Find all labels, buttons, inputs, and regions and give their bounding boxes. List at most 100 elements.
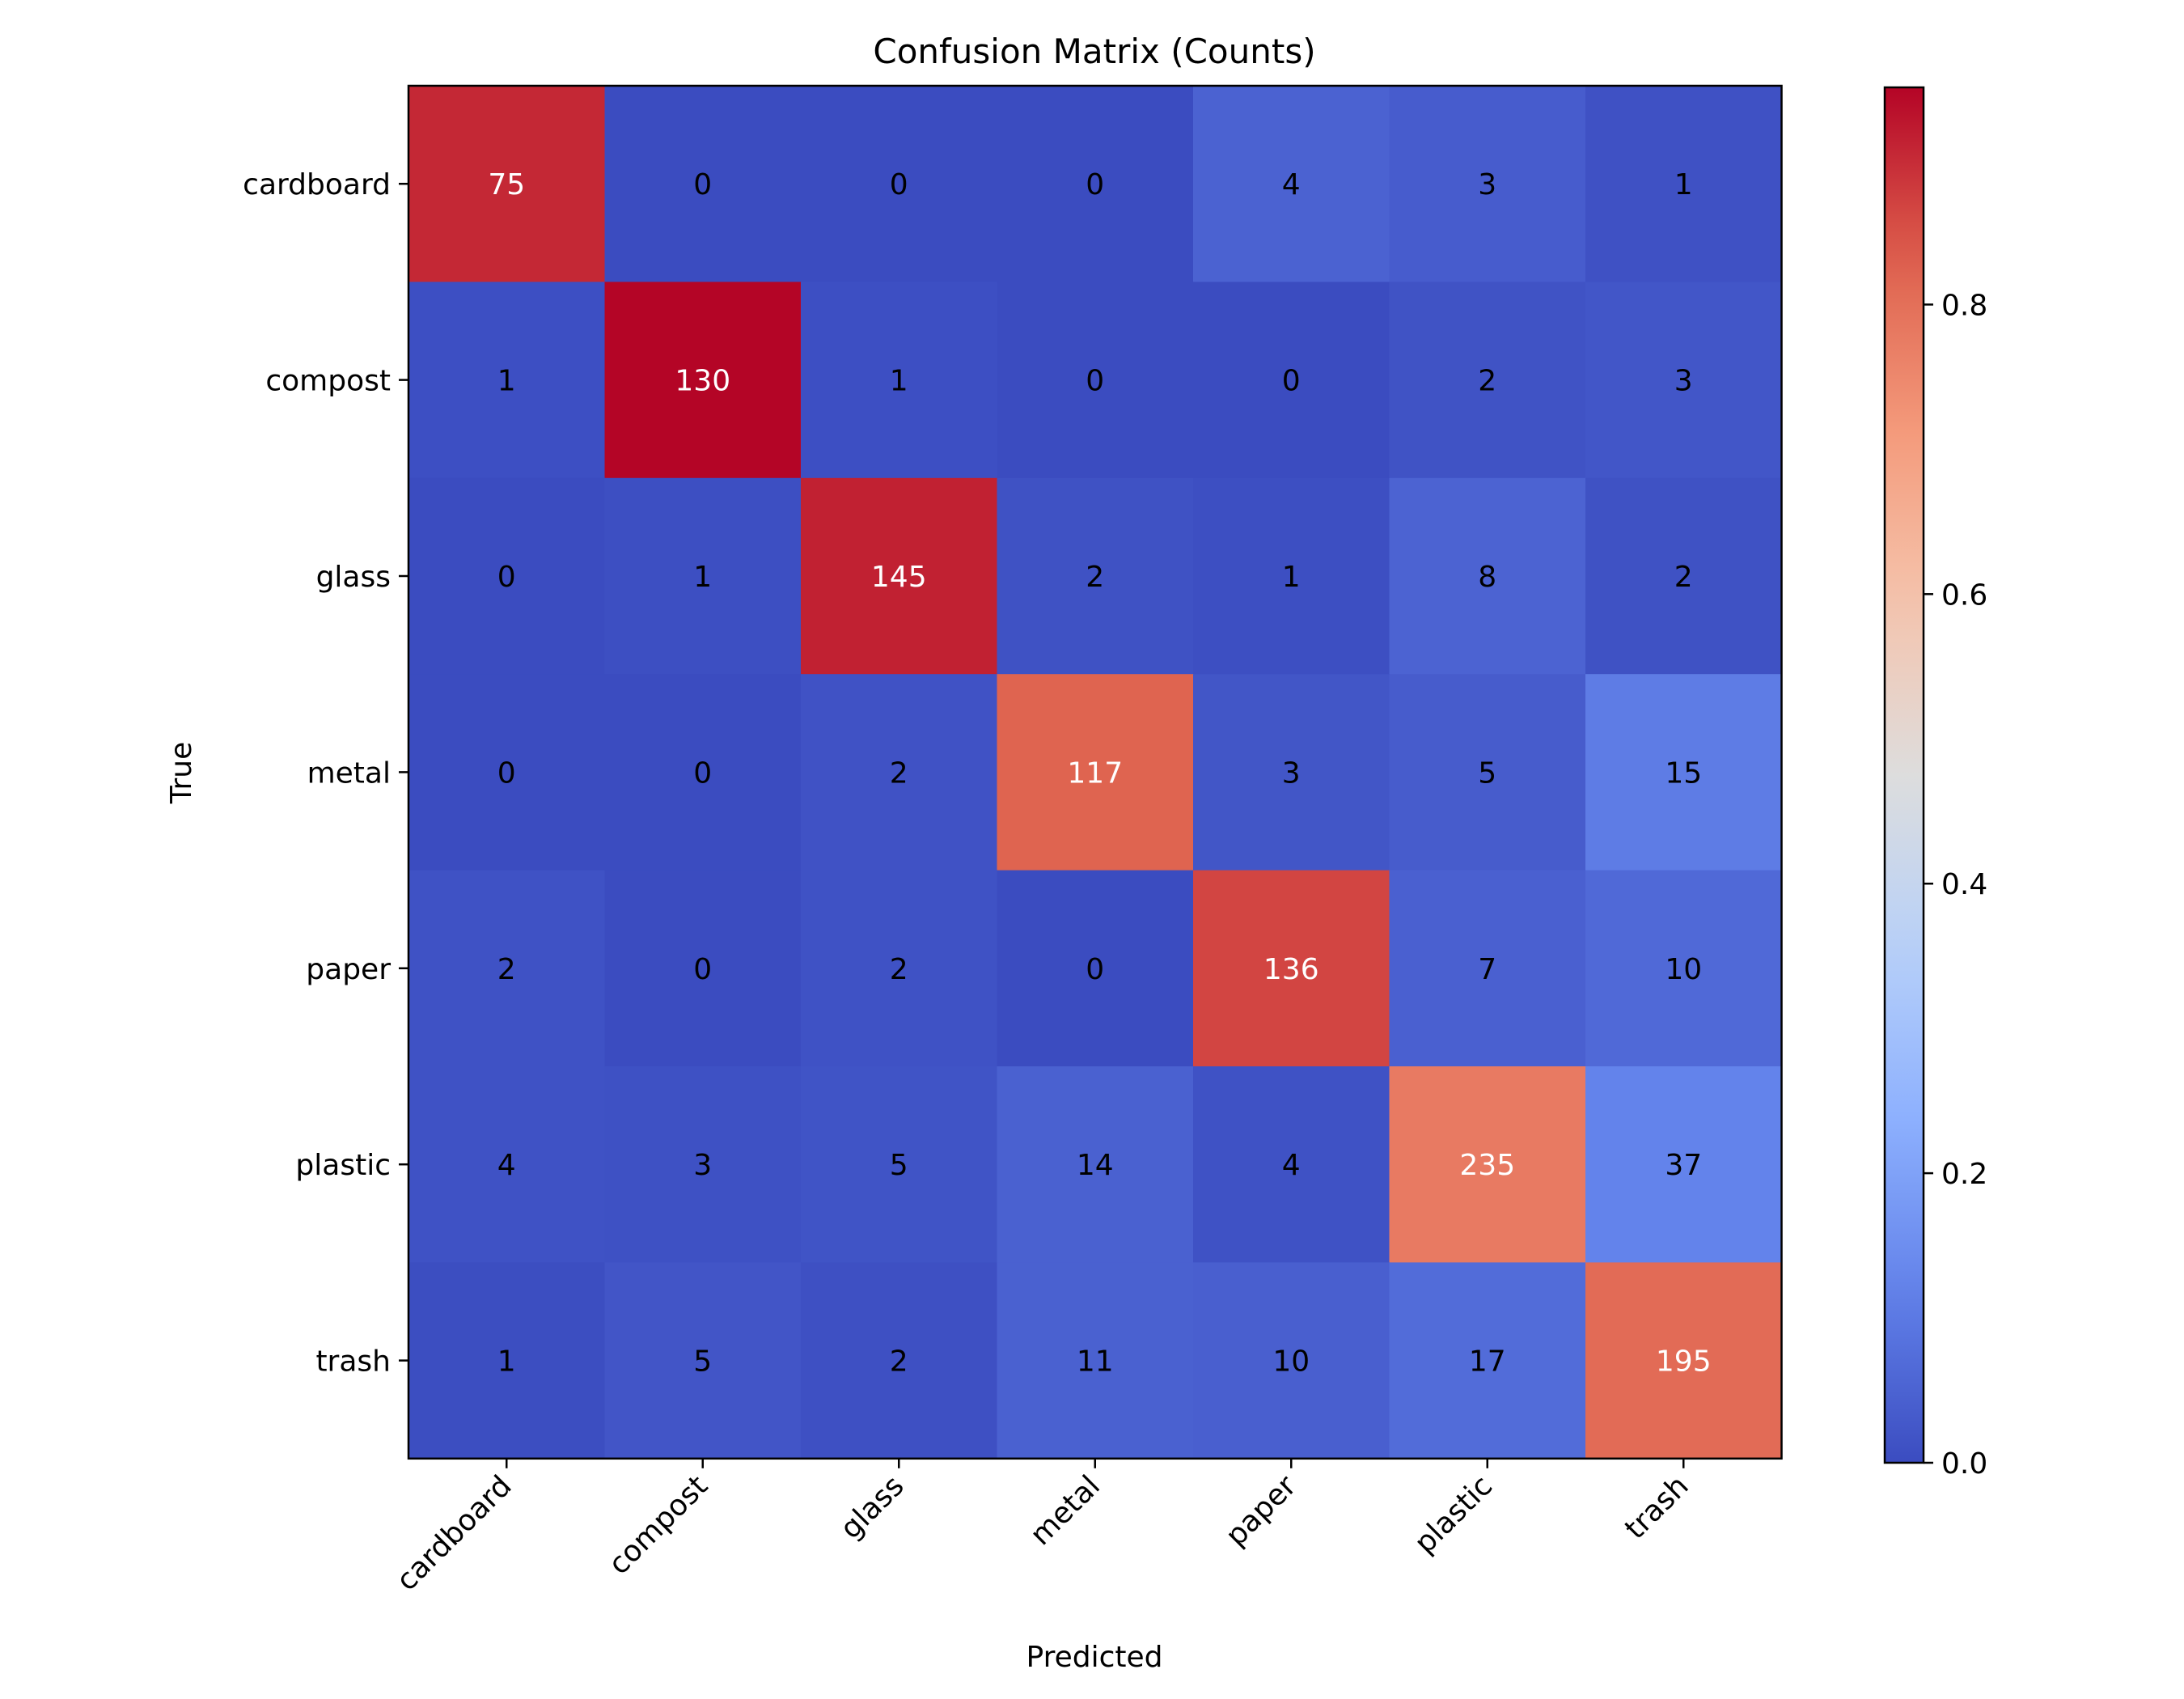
heatmap-cell [604,870,802,1067]
heatmap-cell [1585,282,1783,479]
x-tick-label: cardboard [390,1469,518,1597]
cell-value-label: 2 [890,756,908,790]
cell-value-label: 3 [1674,365,1693,398]
cell-value-label: 136 [1263,953,1319,986]
heatmap-cell [1193,1066,1390,1263]
cell-value-label: 8 [1478,561,1496,594]
cell-value-label: 130 [675,365,730,398]
heatmap-cell [801,477,998,675]
heatmap-cell-labels: 75 0 0 0 4 3 11 130 1 0 0 2 30 1 145 2 1 8 20 0 2 117 3 5 152 0 2 0… [488,168,1711,1378]
heatmap-cell [997,477,1194,675]
heatmap-cell [801,674,998,871]
cell-value-label: 10 [1272,1345,1310,1379]
heatmap-cell [997,870,1194,1067]
cell-value-label: 0 [497,756,516,790]
heatmap-cell [408,282,606,479]
heatmap-cell [1389,86,1586,282]
x-tick-label: paper [1220,1469,1303,1553]
heatmap-cell [801,1262,998,1460]
cell-value-label: 4 [1282,168,1301,201]
heatmap-cell [1389,870,1586,1067]
heatmap-cell [1585,477,1783,675]
heatmap-cell [801,1066,998,1263]
heatmap-cell [1193,86,1390,282]
cell-value-label: 5 [693,1345,712,1379]
cell-value-label: 2 [1674,561,1693,594]
colorbar-tick-label: 0.0 [1941,1447,1987,1481]
cell-value-label: 0 [1282,365,1301,398]
cell-value-label: 17 [1469,1345,1506,1379]
heatmap-cell [1193,477,1390,675]
cell-value-label: 1 [693,561,712,594]
cell-value-label: 145 [871,561,927,594]
cell-value-label: 4 [1282,1149,1301,1182]
x-tick-label: metal [1024,1469,1107,1552]
cell-value-label: 1 [1674,168,1693,201]
cell-value-label: 0 [890,168,908,201]
heatmap-cell [997,674,1194,871]
colorbar-ticks: 0.0 0.2 0.4 0.6 0.8 [1924,289,1987,1481]
colorbar-tick-label: 0.6 [1941,578,1987,612]
heatmap-cell [1193,282,1390,479]
heatmap-cell [1585,86,1783,282]
heatmap-cell [997,86,1194,282]
heatmap-cell [1585,1066,1783,1263]
heatmap-cell [1389,674,1586,871]
heatmap-cell [408,674,606,871]
heatmap-cell [801,282,998,479]
cell-value-label: 5 [890,1149,908,1182]
cell-value-label: 0 [1086,365,1104,398]
heatmap-cell [1585,1262,1783,1460]
x-tick-label: trash [1619,1469,1695,1545]
cell-value-label: 2 [1478,365,1496,398]
cell-value-label: 0 [693,168,712,201]
cell-value-label: 2 [1086,561,1104,594]
heatmap-cell [1389,477,1586,675]
cell-value-label: 3 [693,1149,712,1182]
heatmap-cell [1193,1262,1390,1460]
cell-value-label: 0 [1086,168,1104,201]
cell-value-label: 7 [1478,953,1496,986]
cell-value-label: 3 [1478,168,1496,201]
heatmap-cell [604,674,802,871]
cell-value-label: 2 [890,953,908,986]
chart-title: Confusion Matrix (Counts) [873,32,1315,71]
cell-value-label: 4 [497,1149,516,1182]
y-tick-label: trash [315,1345,391,1379]
y-axis-label: True [165,742,198,804]
heatmap-cell [1389,1262,1586,1460]
colorbar-tick-label: 0.2 [1941,1158,1987,1191]
cell-value-label: 1 [890,365,908,398]
cell-value-label: 1 [497,1345,516,1379]
y-tick-label: plastic [295,1149,391,1182]
heatmap-cell [408,1066,606,1263]
cell-value-label: 0 [693,953,712,986]
y-tick-label: paper [306,953,391,986]
cell-value-label: 0 [497,561,516,594]
cell-value-label: 235 [1459,1149,1515,1182]
heatmap-cell [604,86,802,282]
cell-value-label: 1 [497,365,516,398]
colorbar-tick-label: 0.4 [1941,868,1987,901]
cell-value-label: 3 [1282,756,1301,790]
x-tick-label: glass [834,1469,910,1545]
cell-value-label: 5 [1478,756,1496,790]
cell-value-label: 75 [488,168,525,201]
heatmap-cell [604,1262,802,1460]
heatmap-cell [1193,674,1390,871]
heatmap-cell [997,1066,1194,1263]
heatmap-cell [801,870,998,1067]
cell-value-label: 0 [693,756,712,790]
heatmap-cell [1389,282,1586,479]
heatmap-cell [408,1262,606,1460]
cell-value-label: 15 [1665,756,1702,790]
heatmap-cell [604,477,802,675]
cell-value-label: 37 [1665,1149,1702,1182]
heatmap-cell [997,282,1194,479]
heatmap-cells [408,86,1783,1460]
cell-value-label: 11 [1077,1345,1114,1379]
x-axis-label: Predicted [1026,1641,1163,1674]
heatmap-cell [1585,870,1783,1067]
